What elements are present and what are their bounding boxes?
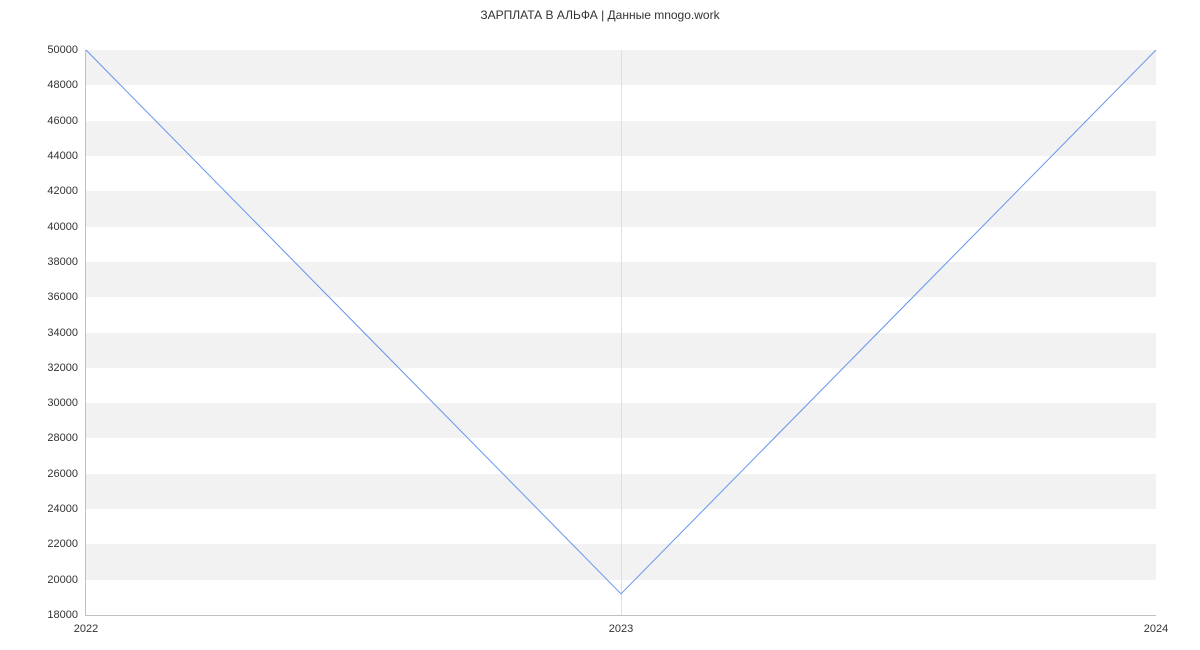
salary-line-chart: ЗАРПЛАТА В АЛЬФА | Данные mnogo.work 180… [0,0,1200,650]
y-tick-label: 46000 [47,115,78,127]
line-series [86,50,1156,615]
chart-title: ЗАРПЛАТА В АЛЬФА | Данные mnogo.work [0,8,1200,22]
x-tick-label: 2023 [609,623,633,635]
y-tick-label: 26000 [47,468,78,480]
y-tick-label: 24000 [47,503,78,515]
y-tick-label: 18000 [47,609,78,621]
y-tick-label: 48000 [47,79,78,91]
y-tick-label: 42000 [47,185,78,197]
x-tick-label: 2022 [74,623,98,635]
y-tick-label: 50000 [47,44,78,56]
y-tick-label: 36000 [47,291,78,303]
x-tick-label: 2024 [1144,623,1168,635]
y-tick-label: 44000 [47,150,78,162]
y-tick-label: 32000 [47,362,78,374]
y-tick-label: 40000 [47,221,78,233]
plot-area: 1800020000220002400026000280003000032000… [85,50,1156,616]
y-tick-label: 34000 [47,327,78,339]
series-line [86,50,1156,594]
y-tick-label: 28000 [47,432,78,444]
y-tick-label: 38000 [47,256,78,268]
y-tick-label: 20000 [47,574,78,586]
y-tick-label: 30000 [47,397,78,409]
y-tick-label: 22000 [47,538,78,550]
